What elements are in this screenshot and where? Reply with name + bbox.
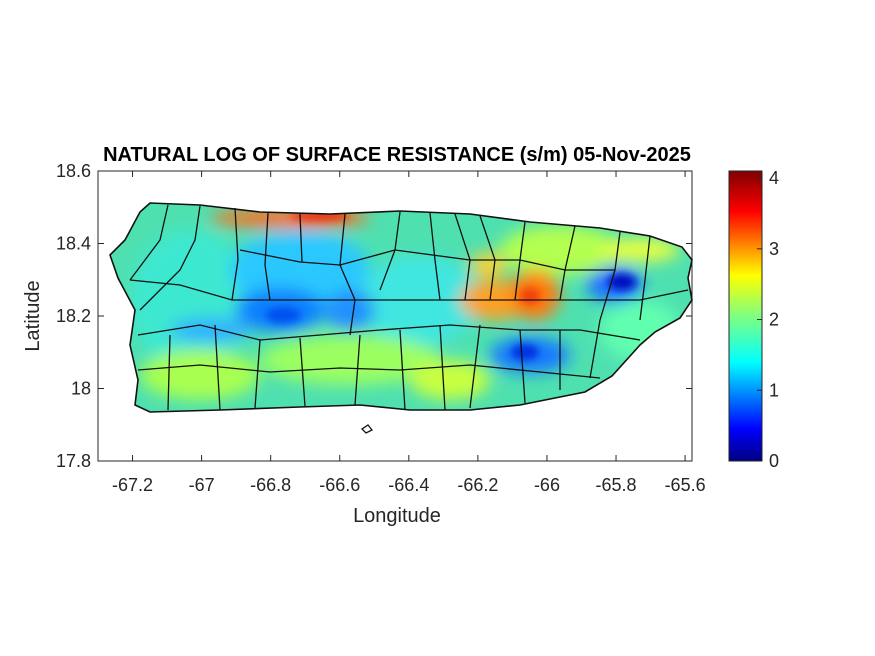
boundary-16 [214,324,221,411]
boundary-25 [589,319,601,379]
x-tick-label: -67.2 [112,475,153,495]
field-patch-southwest [140,350,260,400]
x-axis-ticks: -67.2 -67 -66.8 -66.6 -66.4 -66.2 -66 -65.8 -65.… [112,171,706,495]
boundary-8 [429,212,441,301]
x-axis-label: Longitude [353,505,441,527]
boundary-mid-east-west [129,279,689,301]
boundary-4 [264,212,271,301]
field-low-west [170,318,250,342]
x-tick-label: -66.6 [319,475,360,495]
x-tick-label: -66 [534,475,560,495]
map-title: NATURAL LOG OF SURFACE RESISTANCE (s/m) … [103,144,691,166]
boundary-22 [469,324,481,409]
x-tick-label: -65.6 [665,475,706,495]
island-caja-de-muertos [360,424,374,434]
municipality-boundaries [109,202,693,434]
boundary-20 [399,329,406,411]
boundary-north-interior [239,249,615,271]
field-high-central-north [470,253,506,277]
boundary-5 [299,213,303,263]
y-tick-label: 18.6 [56,161,91,181]
field-max-east-central [520,288,540,304]
colorbar-ticks: 4 3 2 1 0 [757,168,779,471]
y-axis-label: Latitude [22,280,44,351]
field-high-northeast [600,238,680,262]
y-tick-label: 18.4 [56,234,91,254]
field-low-central [325,290,375,330]
colorbar-tick-label: 1 [769,380,779,400]
boundary-14 [639,235,651,321]
boundary-6 [339,213,356,336]
x-tick-label: -67 [189,475,215,495]
boundary-15 [167,334,171,411]
boundary-19 [354,334,361,406]
x-tick-label: -66.2 [457,475,498,495]
y-tick-label: 18.2 [56,306,91,326]
boundary-2 [139,205,201,311]
boundary-3 [231,207,239,301]
y-axis-ticks: 18.6 18.4 18.2 18 17.8 [56,161,692,471]
boundary-17 [254,339,261,409]
x-tick-label: -65.8 [596,475,637,495]
boundary-1 [129,204,169,281]
island-coastline [109,202,693,413]
field-patch-south [410,360,490,400]
boundary-18 [299,337,306,407]
boundary-coastal-south [137,364,601,379]
field-min-east [608,274,636,290]
field-patch-south-central [260,335,440,385]
boundary-23 [519,329,526,404]
colorbar-tick-label: 2 [769,310,779,330]
resistance-field [110,203,692,412]
colorbar-tick-label: 4 [769,168,779,188]
colorbar [728,170,763,462]
x-tick-label: -66.8 [250,475,291,495]
field-min-southeast [511,344,539,360]
boundary-21 [439,324,446,411]
x-tick-label: -66.4 [388,475,429,495]
y-tick-label: 18 [71,379,91,399]
colorbar-tick-label: 0 [769,451,779,471]
colorbar-tick-label: 3 [769,239,779,259]
field-min-west-central [265,307,301,323]
y-tick-label: 17.8 [56,451,91,471]
